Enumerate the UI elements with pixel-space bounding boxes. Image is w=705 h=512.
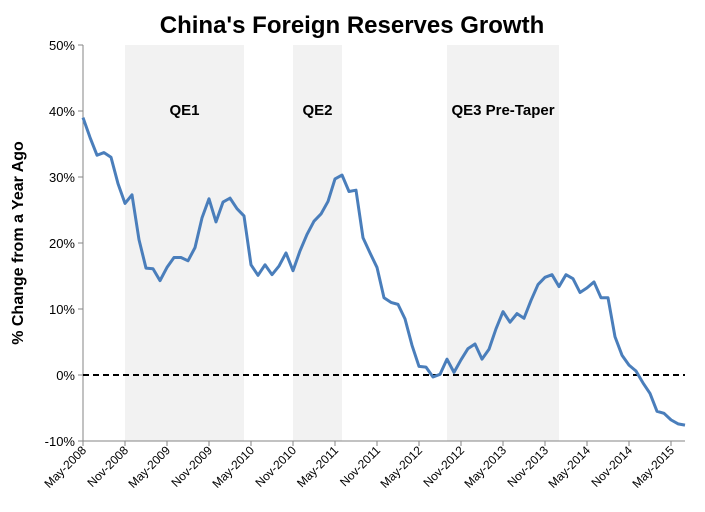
x-tick-label: Nov-2011	[337, 443, 383, 489]
x-tick-label: Nov-2014	[588, 443, 635, 490]
y-axis-label: % Change from a Year Ago	[10, 141, 27, 345]
data-line	[81, 117, 686, 427]
y-tick-label: 30%	[49, 170, 75, 185]
y-tick-label: 40%	[49, 104, 75, 119]
x-tick-label: Nov-2013	[504, 443, 551, 490]
y-tick-label: 20%	[49, 236, 75, 251]
x-tick-label: Nov-2010	[252, 443, 299, 490]
region-label: QE3 Pre-Taper	[451, 102, 554, 119]
x-tick-label: May-2013	[461, 443, 509, 491]
y-tick-label: 0%	[56, 368, 75, 383]
y-tick-label: 50%	[49, 38, 75, 53]
x-tick-label: May-2011	[294, 443, 341, 490]
x-tick-label: Nov-2009	[168, 443, 215, 490]
x-tick-label: May-2014	[545, 443, 593, 491]
x-tick-label: Nov-2012	[420, 443, 467, 490]
x-tick-label: May-2015	[629, 443, 677, 491]
y-tick-label: 10%	[49, 302, 75, 317]
region-label: QE2	[302, 102, 332, 119]
x-tick-label: Nov-2008	[84, 443, 131, 490]
x-tick-label: May-2009	[125, 443, 173, 491]
x-tick-label: May-2012	[377, 443, 425, 491]
y-tick-label: -10%	[45, 434, 76, 449]
x-tick-label: May-2008	[41, 443, 89, 491]
chart-title: China's Foreign Reserves Growth	[160, 12, 544, 39]
region-label: QE1	[169, 102, 199, 119]
x-tick-label: May-2010	[209, 443, 257, 491]
